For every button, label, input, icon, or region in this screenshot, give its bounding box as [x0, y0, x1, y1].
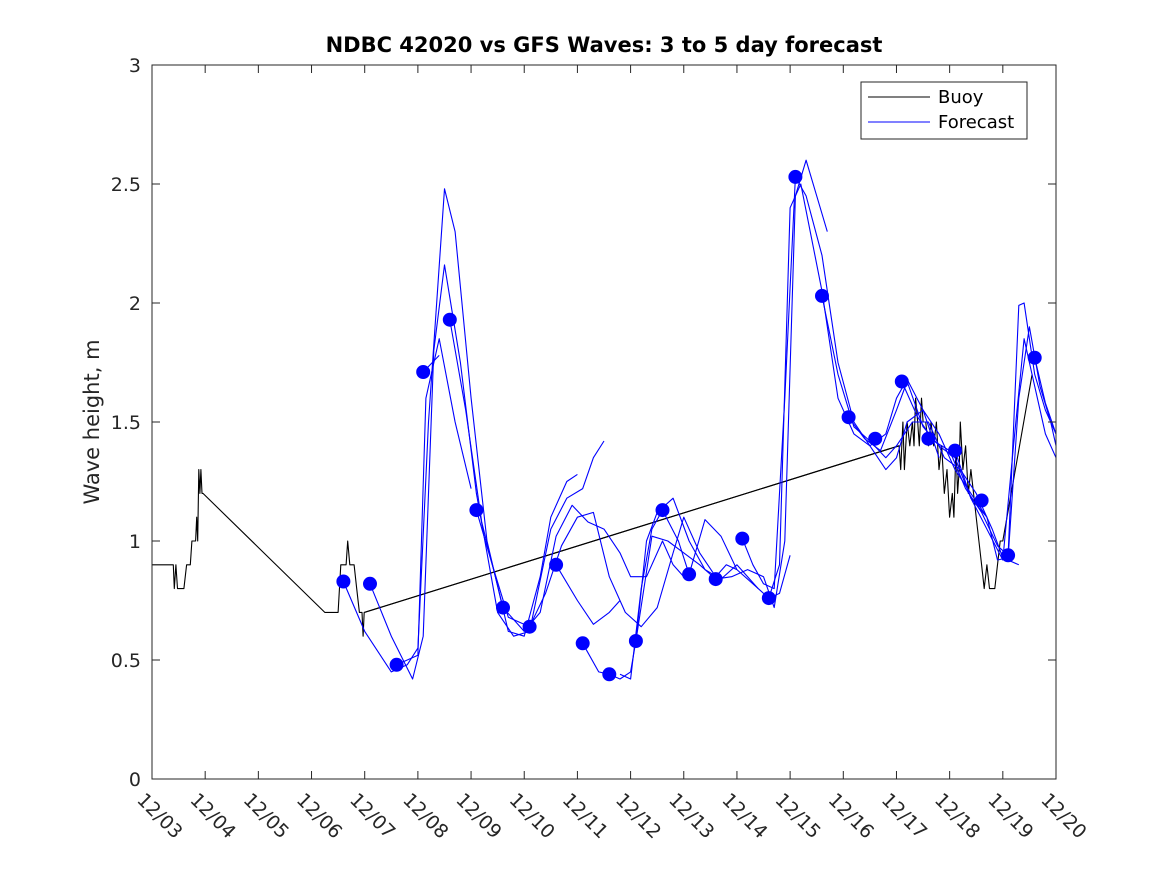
legend: Buoy Forecast	[860, 81, 1028, 140]
forecast-marker-15	[735, 531, 750, 546]
y-tick-label: 2.5	[111, 174, 141, 196]
forecast-marker-21	[894, 374, 909, 389]
forecast-marker-22	[921, 431, 936, 446]
y-axis-label: Wave height, m	[80, 339, 104, 504]
y-tick-label: 2	[129, 293, 141, 315]
forecast-marker-10	[602, 667, 617, 682]
series-layer	[152, 159, 1057, 680]
series-line-buoy-gap-connector-1	[364, 445, 900, 613]
y-tick-label: 1	[129, 531, 141, 553]
legend-label-buoy: Buoy	[938, 87, 984, 108]
forecast-marker-20	[868, 431, 883, 446]
y-tick-label: 0.5	[111, 650, 141, 672]
marker-layer	[336, 169, 1042, 682]
forecast-marker-8	[549, 557, 564, 572]
forecast-marker-14	[708, 572, 723, 587]
series-line-forecast-18	[1034, 357, 1057, 435]
forecast-marker-24	[974, 493, 989, 508]
forecast-marker-19	[841, 410, 856, 425]
forecast-marker-9	[575, 636, 590, 651]
chart-title: NDBC 42020 vs GFS Waves: 3 to 5 day fore…	[326, 33, 883, 57]
y-tick-label: 0	[129, 769, 141, 791]
series-line-forecast-8	[555, 564, 621, 625]
forecast-marker-3	[416, 365, 431, 379]
forecast-marker-1	[363, 576, 377, 591]
forecast-marker-11	[628, 634, 643, 648]
legend-label-forecast: Forecast	[938, 112, 1014, 133]
legend-box	[860, 81, 1028, 140]
forecast-marker-16	[761, 591, 776, 606]
forecast-marker-6	[496, 600, 510, 615]
forecast-marker-17	[788, 169, 803, 184]
forecast-marker-5	[469, 503, 484, 518]
forecast-marker-7	[522, 619, 537, 634]
forecast-marker-23	[948, 443, 962, 458]
plot-area	[152, 65, 1056, 779]
forecast-marker-18	[815, 288, 829, 303]
y-tick-label: 1.5	[111, 412, 141, 434]
forecast-marker-25	[1001, 548, 1016, 563]
forecast-marker-0	[336, 574, 351, 589]
series-line-forecast-4	[396, 338, 472, 666]
forecast-marker-4	[442, 312, 457, 327]
forecast-marker-2	[389, 657, 404, 672]
forecast-marker-13	[682, 567, 697, 582]
series-line-forecast-15	[848, 338, 1057, 561]
series-line-forecast-11	[635, 159, 828, 642]
series-line-forecast-6	[449, 319, 695, 632]
series-line-forecast-3	[369, 264, 605, 680]
y-tick-label: 3	[129, 55, 141, 77]
forecast-marker-12	[655, 503, 670, 518]
forecast-marker-26	[1027, 350, 1042, 365]
series-line-forecast-12	[741, 176, 940, 590]
